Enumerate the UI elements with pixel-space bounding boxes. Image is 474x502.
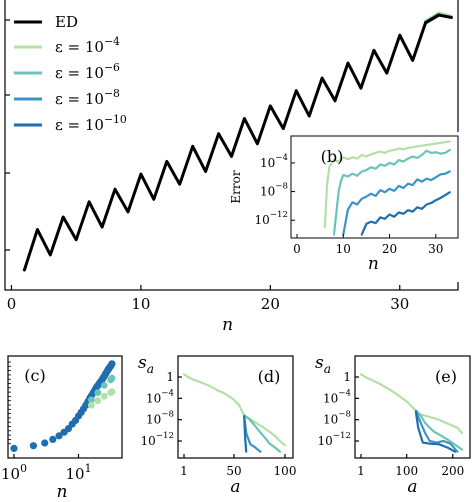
main-xtick-label: 10 [131,295,150,313]
panel-e-series-line [359,373,464,435]
panel-e-xtick-label: 100 [395,464,418,478]
panel-c-tag: (c) [24,366,45,385]
legend-label: ε = 10−8 [55,87,120,108]
panel-c-point [94,397,102,405]
panel-c-point [55,432,63,440]
panel-c-point [100,392,108,400]
panel-c-point [29,442,38,450]
panel-d-series-line [182,373,287,447]
panel-d: 1 50 100 a 1 10−4 10−8 10−12 sa (d) [138,353,296,497]
main-xtick-label: 0 [7,295,17,313]
inset-series-line [332,148,451,236]
legend-label: ε = 10−6 [55,61,120,82]
panel-c-point [108,360,116,368]
panel-d-ytick-label: 10−12 [141,431,174,448]
panel-d-frame [177,355,294,459]
panel-e-frame [354,355,471,459]
panel-c-point [87,401,95,409]
panel-d-xtick-label: 1 [180,464,188,478]
panel-e-ytick-label: 10−4 [323,388,352,405]
panel-e-xtick-label: 200 [441,464,464,478]
panel-c-point [108,388,116,396]
panel-c-point [49,435,57,443]
legend-label: ε = 10−10 [55,113,127,134]
panel-e-ytick-label: 1 [343,370,351,384]
panel-d-ytick-label: 10−4 [146,388,175,405]
inset-series-line [323,140,451,229]
inset-ytick-label: 10−4 [260,153,289,170]
panel-c-frame [7,355,123,459]
panel-d-ylabel: sa [138,353,154,376]
panel-e-ytick-label: 10−8 [323,410,351,427]
panel-e-series-line [414,410,457,453]
panel-e-xtick-label: 1 [357,464,365,478]
inset-xtick-label: 30 [428,242,443,256]
inset-xlabel: n [368,254,379,274]
inset-b: 0 10 20 30 n 10−12 10−8 10−4 Error (b) [229,132,464,282]
panel-e-tag: (e) [435,367,457,386]
panel-e-ytick-label: 10−12 [318,431,351,448]
inset-ytick-label: 10−8 [260,182,288,199]
inset-xtick-label: 0 [293,242,301,256]
panel-c-point [100,382,108,389]
panel-d-series-line [243,414,281,453]
panel-c-point [41,439,49,447]
legend-label: ε = 10−4 [55,35,120,56]
inset-xtick-label: 10 [336,242,351,256]
main-xtick-label: 30 [390,295,409,313]
panel-c-point [94,389,102,396]
panel-c-point [10,444,18,452]
main-xtick-label: 20 [261,295,280,313]
panel-d-ytick-label: 10−8 [146,410,174,427]
panel-e: 1 100 200 a 1 10−4 10−8 10−12 sa (e) [315,353,471,497]
inset-ytick-label: 10−12 [255,210,288,227]
inset-ylabel: Error [229,170,243,203]
panel-e-series-line [414,409,464,451]
panel-e-xlabel: a [407,477,417,497]
panel-c-point [87,396,95,404]
panel-d-series-line [243,415,248,453]
main-xlabel: n [222,315,233,335]
inset-panel-tag: (b) [321,147,344,166]
panel-c-xtick-label: 100 [1,462,27,483]
panel-d-xtick-label: 100 [274,464,297,478]
panel-c-xtick-label: 101 [65,462,91,483]
legend-label: ED [55,13,78,31]
panel-d-xlabel: a [230,477,240,497]
inset-series-line [342,170,451,236]
inset-xtick-label: 20 [382,242,397,256]
inset-series-line [360,191,451,236]
panel-e-series-line [414,410,459,453]
panel-e-ylabel: sa [315,353,331,376]
main-legend: ED ε = 10−4 ε = 10−6 ε = 10−8 ε = 10−10 [14,13,127,134]
main-series-line [22,13,453,272]
panel-c-point [108,374,116,382]
panel-d-ytick-label: 1 [166,370,174,384]
panel-d-tag: (d) [258,367,281,386]
panel-d-xtick-label: 50 [226,464,241,478]
panel-c-xlabel: n [57,482,68,502]
